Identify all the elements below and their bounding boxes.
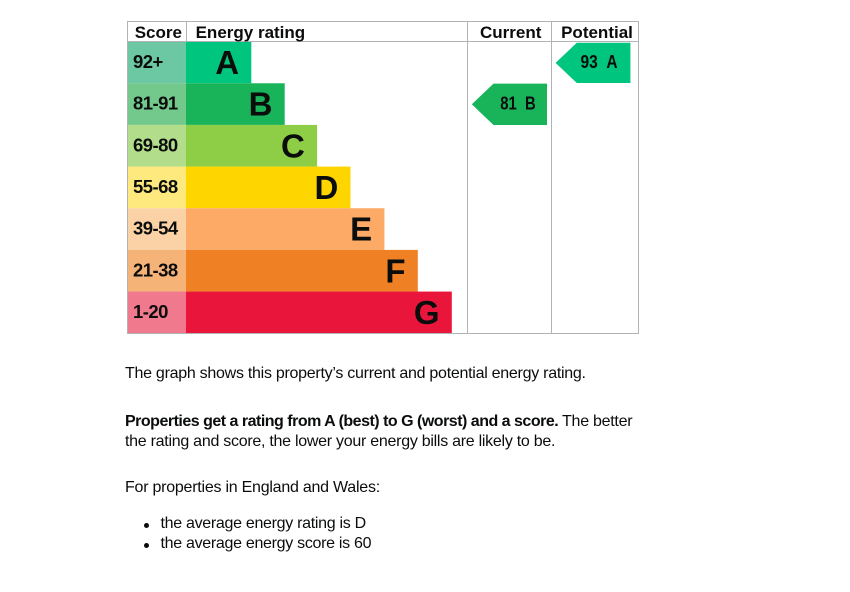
svg-text:B: B — [249, 86, 273, 123]
svg-text:81 B: 81 B — [500, 94, 536, 114]
svg-text:G: G — [414, 294, 440, 331]
svg-text:92+: 92+ — [133, 51, 163, 72]
svg-text:81-91: 81-91 — [133, 93, 178, 114]
svg-text:A: A — [215, 44, 239, 81]
svg-text:F: F — [385, 252, 405, 289]
svg-text:Potential: Potential — [561, 23, 633, 42]
svg-text:Current: Current — [480, 23, 542, 42]
svg-text:Score: Score — [135, 23, 182, 42]
svg-text:93 A: 93 A — [581, 52, 618, 72]
svg-text:69-80: 69-80 — [133, 134, 178, 155]
svg-text:55-68: 55-68 — [133, 176, 178, 197]
svg-text:Energy rating: Energy rating — [196, 23, 306, 42]
svg-text:E: E — [350, 211, 372, 248]
svg-text:D: D — [314, 169, 338, 206]
svg-text:C: C — [281, 127, 305, 164]
svg-text:21-38: 21-38 — [133, 259, 178, 280]
svg-text:1-20: 1-20 — [133, 301, 168, 322]
svg-text:39-54: 39-54 — [133, 218, 179, 239]
